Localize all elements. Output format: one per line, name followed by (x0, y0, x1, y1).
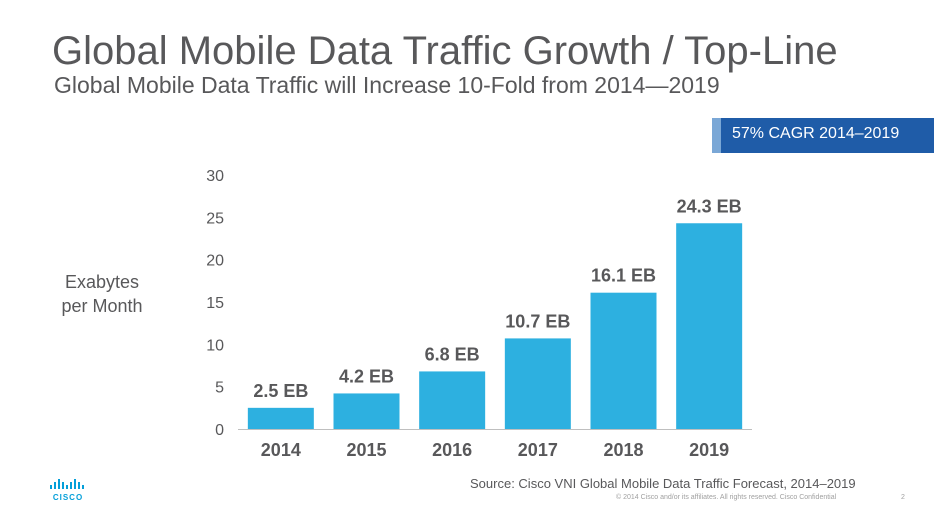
bar (590, 292, 657, 429)
cisco-logo-bars-icon (50, 479, 84, 489)
page-subtitle: Global Mobile Data Traffic will Increase… (54, 72, 720, 98)
bar (676, 223, 743, 429)
y-tick-label: 0 (215, 422, 224, 439)
y-tick-label: 25 (206, 210, 224, 227)
page-number: 2 (901, 494, 905, 501)
y-tick-label: 30 (206, 168, 224, 185)
bar (333, 393, 400, 429)
x-tick-label: 2014 (261, 440, 301, 460)
data-label: 16.1 EB (591, 266, 656, 286)
data-label: 10.7 EB (505, 311, 570, 331)
data-label: 2.5 EB (253, 381, 308, 401)
cagr-badge-stripe (712, 118, 721, 153)
data-label: 24.3 EB (677, 196, 742, 216)
cagr-badge: 57% CAGR 2014–2019 (712, 118, 934, 153)
data-label: 4.2 EB (339, 366, 394, 386)
y-axis-label-line2: per Month (61, 296, 143, 316)
y-tick-label: 10 (206, 337, 224, 354)
bar (247, 407, 314, 429)
x-tick-label: 2019 (689, 440, 729, 460)
y-tick-label: 20 (206, 253, 224, 270)
cisco-logo: CISCO (48, 477, 88, 503)
data-label: 6.8 EB (425, 344, 480, 364)
x-tick-label: 2015 (346, 440, 386, 460)
y-axis-label-line1: Exabytes (64, 272, 140, 292)
cisco-logo-text: CISCO (52, 493, 84, 502)
copyright-footer: © 2014 Cisco and/or its affiliates. All … (616, 494, 837, 501)
cagr-badge-label: 57% CAGR 2014–2019 (732, 125, 900, 142)
bar (419, 371, 486, 429)
source-note: Source: Cisco VNI Global Mobile Data Tra… (470, 476, 856, 491)
x-tick-label: 2016 (432, 440, 472, 460)
x-tick-label: 2017 (518, 440, 558, 460)
y-tick-label: 5 (215, 380, 224, 397)
y-axis-label: Exabytes per Month (40, 270, 164, 318)
x-tick-label: 2018 (603, 440, 643, 460)
page-title: Global Mobile Data Traffic Growth / Top-… (52, 29, 838, 73)
y-tick-label: 15 (206, 295, 224, 312)
bar (504, 338, 571, 429)
